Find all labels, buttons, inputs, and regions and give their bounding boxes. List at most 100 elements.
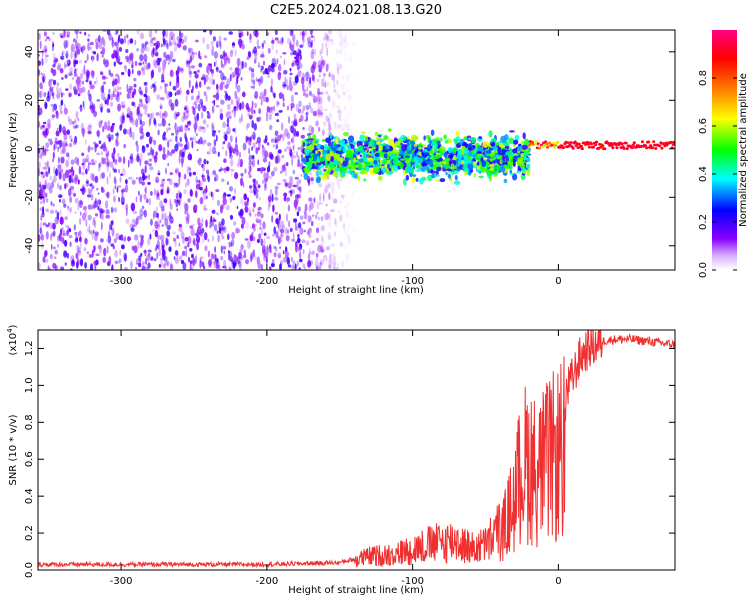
spectrogram-noise-cell: [131, 179, 136, 185]
spectrogram-noise-cell: [40, 230, 43, 237]
spectrogram-noise-cell: [131, 64, 134, 69]
spectrogram-noise-cell: [98, 120, 102, 128]
spectrogram-noise-cell: [110, 243, 114, 247]
spectrogram-noise-cell: [338, 63, 343, 70]
spectrogram-noise-cell: [198, 125, 203, 132]
spectrogram-noise-cell: [347, 235, 351, 243]
spectrogram-noise-cell: [166, 54, 170, 61]
spectrogram-noise-cell: [288, 190, 293, 194]
spectrogram-noise-cell: [325, 256, 328, 262]
spectrogram-noise-cell: [249, 209, 252, 218]
spectrogram-signal-cell: [304, 168, 310, 174]
spectrogram-noise-cell: [256, 211, 261, 217]
spectrogram-noise-cell: [50, 243, 53, 250]
spectrogram-noise-cell: [87, 187, 91, 195]
spectrogram-noise-cell: [235, 96, 240, 105]
spectrogram-noise-cell: [175, 129, 179, 136]
spectrogram-noise-cell: [150, 146, 153, 152]
spectrogram-noise-cell: [197, 217, 201, 226]
spectrogram-noise-cell: [50, 67, 54, 74]
spectrogram-noise-cell: [139, 158, 142, 167]
spectrogram-noise-cell: [184, 245, 188, 249]
spectrogram-noise-cell: [334, 121, 337, 130]
spectrogram-noise-cell: [233, 105, 237, 112]
spectrogram-noise-cell: [347, 238, 352, 247]
spectrogram-noise-cell: [85, 168, 88, 175]
spectrogram-noise-cell: [298, 179, 302, 184]
spectrogram-noise-cell: [124, 65, 127, 73]
spectrogram-noise-cell: [292, 33, 296, 42]
spectrogram-noise-cell: [301, 134, 305, 139]
spectrogram-noise-cell: [167, 140, 170, 149]
spectrogram-noise-cell: [324, 81, 327, 89]
spectrogram-noise-cell: [340, 76, 344, 81]
snr-multiplier-base: (x10: [8, 333, 19, 356]
spectrogram-noise-cell: [108, 88, 111, 94]
spectrogram-signal-cell: [430, 141, 435, 147]
spectrogram-noise-cell: [277, 40, 281, 44]
spectrogram-noise-cell: [177, 65, 182, 73]
spectrogram-noise-cell: [94, 80, 97, 85]
spectrogram-noise-cell: [222, 225, 227, 233]
spectrogram-noise-cell: [64, 239, 68, 247]
spectrogram-noise-cell: [75, 110, 79, 119]
spectrogram-noise-cell: [200, 111, 204, 119]
spectrogram-noise-cell: [154, 81, 157, 85]
spectrogram-signal-cell: [411, 144, 415, 151]
spectrogram-noise-cell: [281, 164, 286, 173]
spectrogram-noise-cell: [88, 224, 91, 233]
spectrogram-signal-cell: [476, 151, 483, 154]
spectrogram-noise-cell: [139, 194, 142, 203]
spectrogram-signal-cell: [420, 165, 427, 173]
spectrogram-noise-cell: [162, 30, 166, 37]
spectrogram-noise-cell: [79, 217, 82, 225]
spectrogram-noise-cell: [73, 73, 79, 78]
spectrogram-signal-cell: [445, 171, 448, 176]
spectrogram-noise-cell: [198, 179, 201, 188]
spectrogram-noise-cell: [55, 209, 58, 214]
spectrogram-signal-cell: [346, 153, 352, 159]
spectrogram-noise-cell: [157, 245, 160, 250]
spectrogram-noise-cell: [272, 105, 276, 112]
spectrogram-carrier-cell: [579, 144, 583, 148]
y-tick-label: 0.6: [24, 451, 35, 467]
spectrogram-carrier-cell: [671, 143, 675, 146]
spectrogram-noise-cell: [216, 40, 222, 47]
spectrogram-noise-cell: [316, 96, 321, 104]
spectrogram-noise-cell: [141, 262, 145, 270]
spectrogram-signal-cell: [348, 160, 352, 165]
spectrogram-noise-cell: [147, 237, 151, 246]
spectrogram-noise-cell: [321, 59, 326, 66]
spectrogram-carrier-cell: [611, 146, 615, 150]
spectrogram-noise-cell: [68, 143, 73, 148]
spectrogram-noise-cell: [161, 118, 166, 127]
spectrogram-noise-cell: [114, 41, 118, 47]
spectrogram-noise-cell: [158, 144, 163, 152]
spectrogram-noise-cell: [90, 70, 95, 76]
spectrogram-noise-cell: [227, 111, 232, 115]
spectrogram-noise-cell: [347, 112, 351, 117]
spectrogram-noise-cell: [77, 202, 80, 211]
spectrogram-noise-cell: [284, 227, 288, 235]
spectrogram-noise-cell: [113, 207, 118, 213]
spectrogram-noise-cell: [186, 89, 190, 95]
spectrogram-carrier-cell: [630, 146, 634, 150]
spectrogram-signal-cell: [350, 156, 354, 161]
spectrogram-noise-cell: [68, 169, 72, 174]
spectrogram-noise-cell: [59, 184, 62, 191]
spectrogram-noise-cell: [345, 86, 350, 93]
spectrogram-noise-cell: [137, 190, 140, 196]
spectrogram-noise-cell: [135, 176, 138, 180]
spectrogram-signal-cell: [494, 142, 500, 147]
spectrogram-noise-cell: [53, 256, 57, 259]
spectrogram-noise-cell: [112, 167, 114, 171]
spectrogram-noise-cell: [206, 151, 210, 155]
spectrogram-noise-cell: [69, 173, 74, 182]
spectrogram-noise-cell: [269, 188, 273, 197]
spectrogram-noise-cell: [57, 235, 59, 243]
y-tick-label: 0: [24, 146, 35, 152]
spectrogram-noise-cell: [62, 229, 66, 233]
spectrogram-noise-cell: [349, 57, 352, 61]
spectrogram-noise-cell: [129, 130, 133, 138]
